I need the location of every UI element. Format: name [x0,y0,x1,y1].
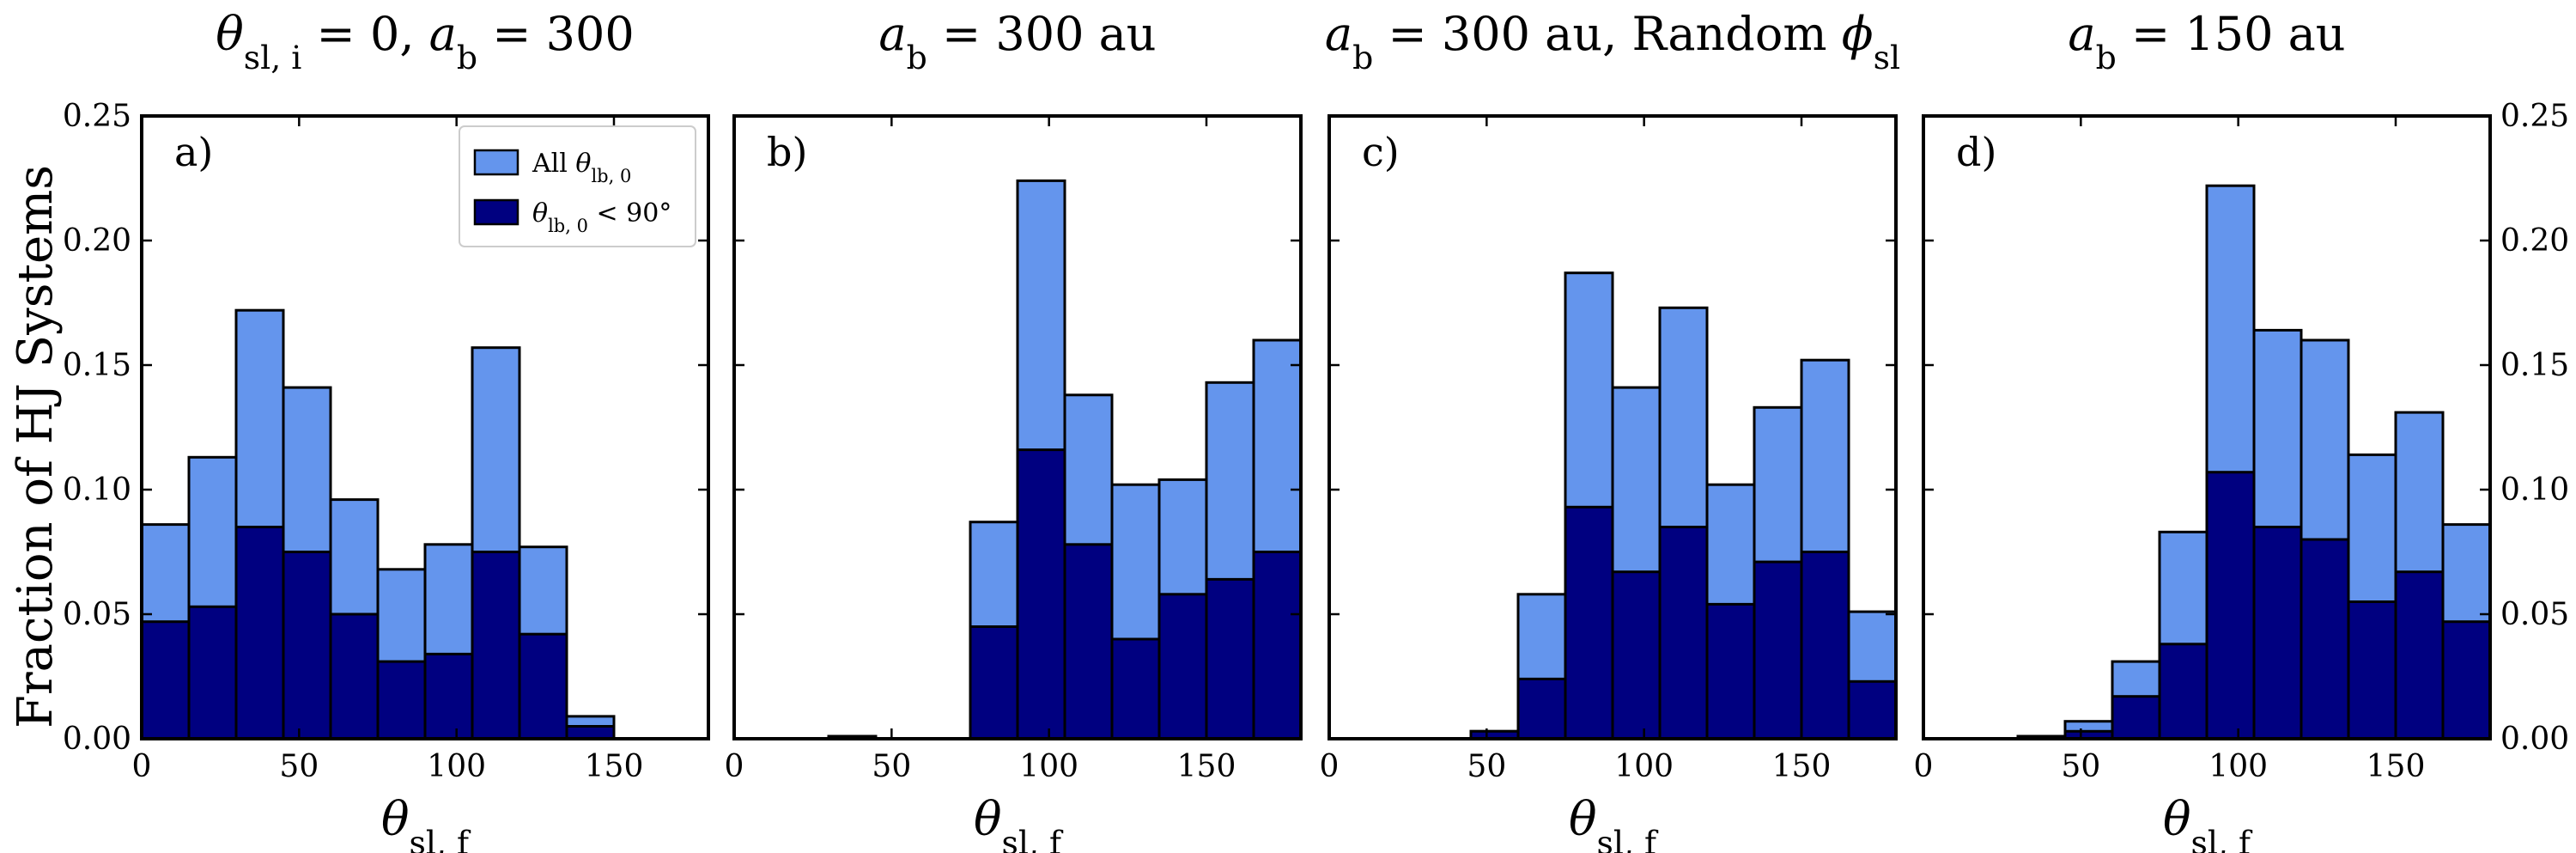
bar-lt90-0-0 [142,620,191,739]
x-tick-label: 0 [725,749,744,784]
y-tick-label: 0.05 [63,597,131,632]
plot-frame [1922,114,2492,740]
legend: All θlb, 0 θlb, 0 < 90° [459,125,696,247]
legend-swatch-lt90 [473,198,519,226]
bar-lt90-2-7 [1658,526,1709,739]
x-tick-label: 0 [1320,749,1340,784]
y-tick-label: 0.10 [63,472,131,508]
plot-frame [732,114,1303,740]
y-tick-label: 0.20 [63,223,131,259]
bar-lt90-1-9 [1157,593,1208,739]
panel-2: 0 50 100 150 c) ab = 300 au, Random ϕsl θsl, f [1320,7,1901,853]
y-tick-label: 0.25 [63,99,131,134]
bar-lt90-0-7 [471,551,521,739]
y-tick-label-right: 0.25 [2500,99,2569,134]
y-tick-label-right: 0.20 [2500,223,2569,259]
bars [827,179,1301,739]
bar-lt90-2-10 [1800,551,1850,739]
x-tick-label: 0 [132,749,152,784]
x-tick-label: 100 [2208,749,2268,784]
bar-lt90-0-1 [187,605,238,739]
bar-lt90-2-5 [1564,505,1614,739]
bar-lt90-0-5 [376,660,427,739]
bar-lt90-0-8 [518,632,568,739]
bar-lt90-2-4 [1516,677,1567,739]
y-tick-label-right: 0.10 [2500,472,2569,508]
y-tick-label-right: 0.00 [2500,722,2569,757]
y-tick-label-right: 0.05 [2500,597,2569,632]
panel-title: ab = 300 au [878,7,1156,76]
x-tick-label: 150 [1772,749,1832,784]
bar-lt90-0-6 [423,652,474,739]
bar-lt90-1-8 [1110,637,1161,739]
x-tick-label: 150 [585,749,644,784]
bars [1469,271,1896,739]
bars [2016,184,2490,739]
bar-lt90-0-2 [234,526,285,739]
bar-lt90-3-9 [2347,600,2397,739]
bar-lt90-3-8 [2300,538,2350,739]
x-tick-label: 100 [1019,749,1078,784]
legend-swatch-all [473,149,519,176]
panel-title: ab = 150 au [2068,7,2345,76]
x-axis-label: θsl, f [381,792,471,853]
panel-title: θsl, i = 0, ab = 300 [216,7,634,76]
y-tick-label: 0.15 [63,348,131,383]
panel-letter: b) [767,129,807,175]
bar-lt90-2-8 [1705,602,1756,739]
y-axis-label: Fraction of HJ Systems [8,165,64,728]
y-tick-label: 0.00 [63,722,131,757]
bar-lt90-1-7 [1063,543,1114,739]
bar-lt90-3-11 [2441,620,2490,739]
legend-label-all: All θlb, 0 [532,149,631,186]
bar-lt90-2-11 [1847,679,1896,739]
x-axis-label: θsl, f [974,792,1064,853]
panel-1: 0 50 100 150 b) ab = 300 au θsl, f [725,7,1303,853]
bar-all-1-12 [1299,635,1301,739]
x-tick-label: 50 [1467,749,1506,784]
bar-lt90-0-4 [329,612,380,739]
bar-lt90-3-6 [2205,471,2256,739]
bar-lt90-1-11 [1252,551,1301,739]
bar-lt90-0-9 [565,725,616,739]
panel-3: 0.00 0.05 0.10 0.15 0.20 0.25 0 50 100 150 d) ab = … [1914,7,2570,853]
bar-lt90-0-3 [282,551,332,739]
legend-label-lt90: θlb, 0 < 90° [532,198,671,236]
bar-lt90-3-5 [2158,643,2208,739]
y-tick-label-right: 0.15 [2500,348,2569,383]
x-axis-label: θsl, f [1569,792,1659,853]
bar-lt90-3-10 [2394,570,2445,739]
x-tick-label: 50 [279,749,319,784]
panel-0: 0.00 0.05 0.10 0.15 0.20 0.25 0 50 100 150 a) θsl, … [63,7,710,853]
bar-lt90-1-10 [1205,577,1255,739]
bar-lt90-1-12 [1299,690,1301,739]
x-tick-label: 150 [1177,749,1236,784]
bar-lt90-1-6 [1016,448,1066,739]
x-tick-label: 100 [427,749,486,784]
plot-frame [1327,114,1898,740]
panel-letter: d) [1956,129,1996,175]
x-tick-label: 100 [1614,749,1674,784]
panel-title: ab = 300 au, Random ϕsl [1325,7,1900,76]
x-tick-label: 0 [1914,749,1934,784]
bar-lt90-1-5 [969,625,1019,739]
panel-letter: a) [174,129,213,175]
x-tick-label: 50 [2061,749,2100,784]
bar-lt90-3-7 [2252,526,2303,739]
bar-lt90-3-4 [2111,695,2161,739]
panels: 0.00 0.05 0.10 0.15 0.20 0.25 0 50 100 150 a) θsl, … [63,7,2569,853]
x-axis-label: θsl, f [2163,792,2253,853]
bar-lt90-2-6 [1611,570,1662,739]
panel-letter: c) [1362,129,1400,175]
bars [142,308,616,739]
bar-lt90-2-9 [1753,560,1803,739]
plot-frame [140,114,710,740]
x-tick-label: 50 [872,749,911,784]
x-tick-label: 150 [2366,749,2426,784]
